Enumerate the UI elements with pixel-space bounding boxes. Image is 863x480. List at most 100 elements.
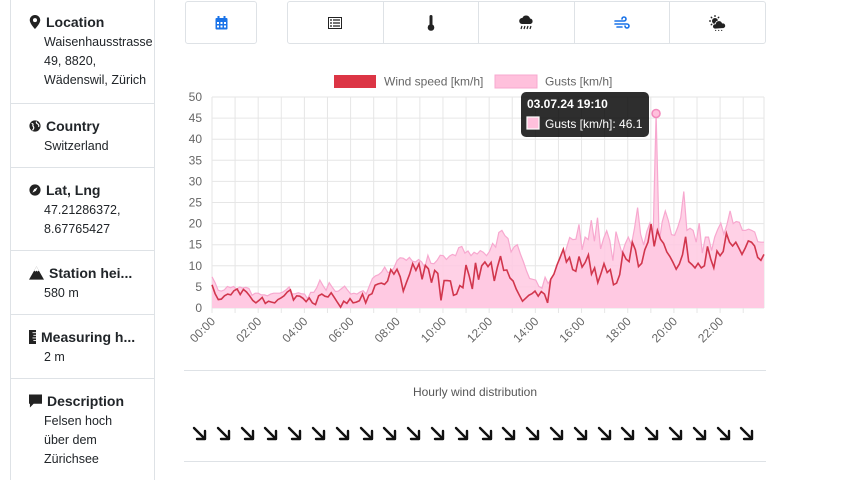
wind-direction-arrow-icon bbox=[525, 425, 541, 443]
rain-cloud-icon bbox=[519, 14, 534, 29]
wind-direction-arrow-icon bbox=[454, 425, 470, 443]
max-gust-point[interactable] bbox=[651, 108, 661, 119]
wind-speed-series-area bbox=[212, 224, 764, 308]
wind-chart: 0 5 10 15 20 25 30 35 40 45 50 00:00 02:00 04:00 06:0… bbox=[187, 74, 765, 345]
y-tick-label: 45 bbox=[189, 111, 203, 125]
measuring-height-value: 2 m bbox=[44, 350, 65, 364]
chart-tooltip: 03.07.24 19:10 Gusts [km/h]: 46.1 bbox=[521, 92, 649, 137]
view-button-group bbox=[287, 1, 766, 44]
divider-bottom bbox=[184, 461, 766, 462]
wind-icon bbox=[614, 15, 630, 29]
wind-direction-arrow-icon bbox=[716, 425, 732, 443]
wind-direction-arrow-icon bbox=[287, 425, 303, 443]
precipitation-button[interactable] bbox=[478, 2, 574, 43]
wind-direction-arrow-icon bbox=[644, 425, 660, 443]
wind-direction-arrow-icon bbox=[216, 425, 232, 443]
y-axis-ticks: 0 5 10 15 20 25 30 35 40 45 50 bbox=[189, 90, 203, 315]
comment-icon bbox=[29, 394, 42, 408]
x-tick-label: 06:00 bbox=[326, 314, 357, 345]
wind-direction-arrow-icon bbox=[430, 425, 446, 443]
thermometer-icon bbox=[427, 14, 435, 31]
y-tick-label: 10 bbox=[189, 259, 203, 273]
ruler-icon bbox=[29, 330, 36, 344]
tooltip-title: 03.07.24 19:10 bbox=[527, 97, 608, 111]
sun-cloud-icon bbox=[708, 14, 726, 31]
station-height-card: Station hei... 580 m bbox=[11, 251, 154, 315]
x-tick-label: 20:00 bbox=[649, 314, 680, 345]
list-icon bbox=[328, 16, 343, 29]
country-card: Country Switzerland bbox=[11, 104, 154, 168]
y-tick-label: 15 bbox=[189, 238, 203, 252]
wind-direction-arrow-icon bbox=[692, 425, 708, 443]
temperature-button[interactable] bbox=[382, 2, 479, 43]
tooltip-text: Gusts [km/h]: 46.1 bbox=[545, 117, 643, 131]
wind-direction-arrow-icon bbox=[739, 425, 755, 443]
chart-legend: Wind speed [km/h] Gusts [km/h] bbox=[334, 74, 612, 89]
chart-points bbox=[651, 108, 661, 119]
x-tick-label: 22:00 bbox=[695, 314, 726, 345]
wind-direction-arrow-icon bbox=[382, 425, 398, 443]
wind-direction-arrow-icon bbox=[359, 425, 375, 443]
wind-direction-arrow-icon bbox=[406, 425, 422, 443]
description-title: Description bbox=[47, 393, 125, 409]
wind-direction-arrow-icon bbox=[192, 425, 208, 443]
table-view-button[interactable] bbox=[288, 2, 383, 43]
sun-cloud-button[interactable] bbox=[669, 2, 765, 43]
latlng-value: 47.21286372, 8.67765427 bbox=[44, 203, 121, 236]
measuring-height-card: Measuring h... 2 m bbox=[11, 315, 154, 379]
wind-direction-arrow-icon bbox=[335, 425, 351, 443]
distribution-title: Hourly wind distribution bbox=[412, 385, 538, 399]
legend-swatch-wind-speed bbox=[334, 75, 376, 88]
wind-speed-series-line bbox=[211, 223, 765, 309]
wind-direction-arrow-icon bbox=[240, 425, 256, 443]
description-card: Description Felsen hoch über dem Zürichs… bbox=[11, 379, 154, 479]
wind-direction-arrow-icon bbox=[501, 425, 517, 443]
wind-direction-arrow-icon bbox=[573, 425, 589, 443]
description-value: Felsen hoch über dem Zürichsee bbox=[44, 414, 113, 466]
latlng-card: Lat, Lng 47.21286372, 8.67765427 bbox=[11, 168, 154, 251]
wind-direction-arrow-icon bbox=[478, 425, 494, 443]
y-tick-label: 30 bbox=[189, 174, 203, 188]
x-tick-label: 00:00 bbox=[187, 314, 218, 345]
compass-icon bbox=[29, 184, 41, 196]
gusts-series-line bbox=[211, 113, 764, 300]
tooltip-swatch bbox=[526, 116, 540, 130]
x-tick-label: 16:00 bbox=[557, 314, 588, 345]
calendar-icon bbox=[215, 15, 227, 29]
country-value: Switzerland bbox=[44, 139, 109, 153]
x-axis-ticks: 00:00 02:00 04:00 06:00 08:00 10:00 12:00 14:00… bbox=[187, 314, 726, 345]
location-value: Waisenhausstrasse 49, 8820, Wädenswil, Z… bbox=[44, 35, 153, 87]
y-tick-label: 35 bbox=[189, 153, 203, 167]
station-info-sidebar: Location Waisenhausstrasse 49, 8820, Wäd… bbox=[10, 0, 155, 480]
wind-direction-arrow-icon bbox=[668, 425, 684, 443]
y-tick-label: 50 bbox=[189, 90, 203, 104]
y-tick-label: 0 bbox=[195, 301, 202, 315]
wind-direction-arrow-icon bbox=[597, 425, 613, 443]
x-tick-label: 14:00 bbox=[510, 314, 541, 345]
y-tick-label: 20 bbox=[189, 217, 203, 231]
x-tick-label: 08:00 bbox=[372, 314, 403, 345]
globe-icon bbox=[29, 120, 41, 132]
legend-swatch-gusts bbox=[494, 74, 538, 89]
wind-direction-arrow-icon bbox=[620, 425, 636, 443]
x-tick-label: 12:00 bbox=[464, 314, 495, 345]
legend-label-gusts[interactable]: Gusts [km/h] bbox=[545, 75, 612, 89]
station-height-value: 580 m bbox=[44, 286, 79, 300]
mountain-icon bbox=[29, 266, 44, 280]
wind-button[interactable] bbox=[573, 2, 670, 43]
wind-direction-arrow-icon bbox=[311, 425, 327, 443]
x-tick-label: 02:00 bbox=[233, 314, 264, 345]
y-tick-label: 5 bbox=[195, 280, 202, 294]
x-tick-label: 10:00 bbox=[418, 314, 449, 345]
y-tick-label: 40 bbox=[189, 132, 203, 146]
map-marker-icon bbox=[29, 15, 41, 29]
calendar-button[interactable] bbox=[185, 1, 257, 44]
location-card: Location Waisenhausstrasse 49, 8820, Wäd… bbox=[11, 0, 154, 104]
legend-label-wind-speed[interactable]: Wind speed [km/h] bbox=[384, 75, 483, 89]
hourly-direction-arrows bbox=[184, 425, 766, 449]
wind-direction-arrow-icon bbox=[263, 425, 279, 443]
x-tick-label: 04:00 bbox=[279, 314, 310, 345]
divider-top bbox=[184, 370, 766, 371]
y-tick-label: 25 bbox=[189, 196, 203, 210]
x-tick-label: 18:00 bbox=[603, 314, 634, 345]
